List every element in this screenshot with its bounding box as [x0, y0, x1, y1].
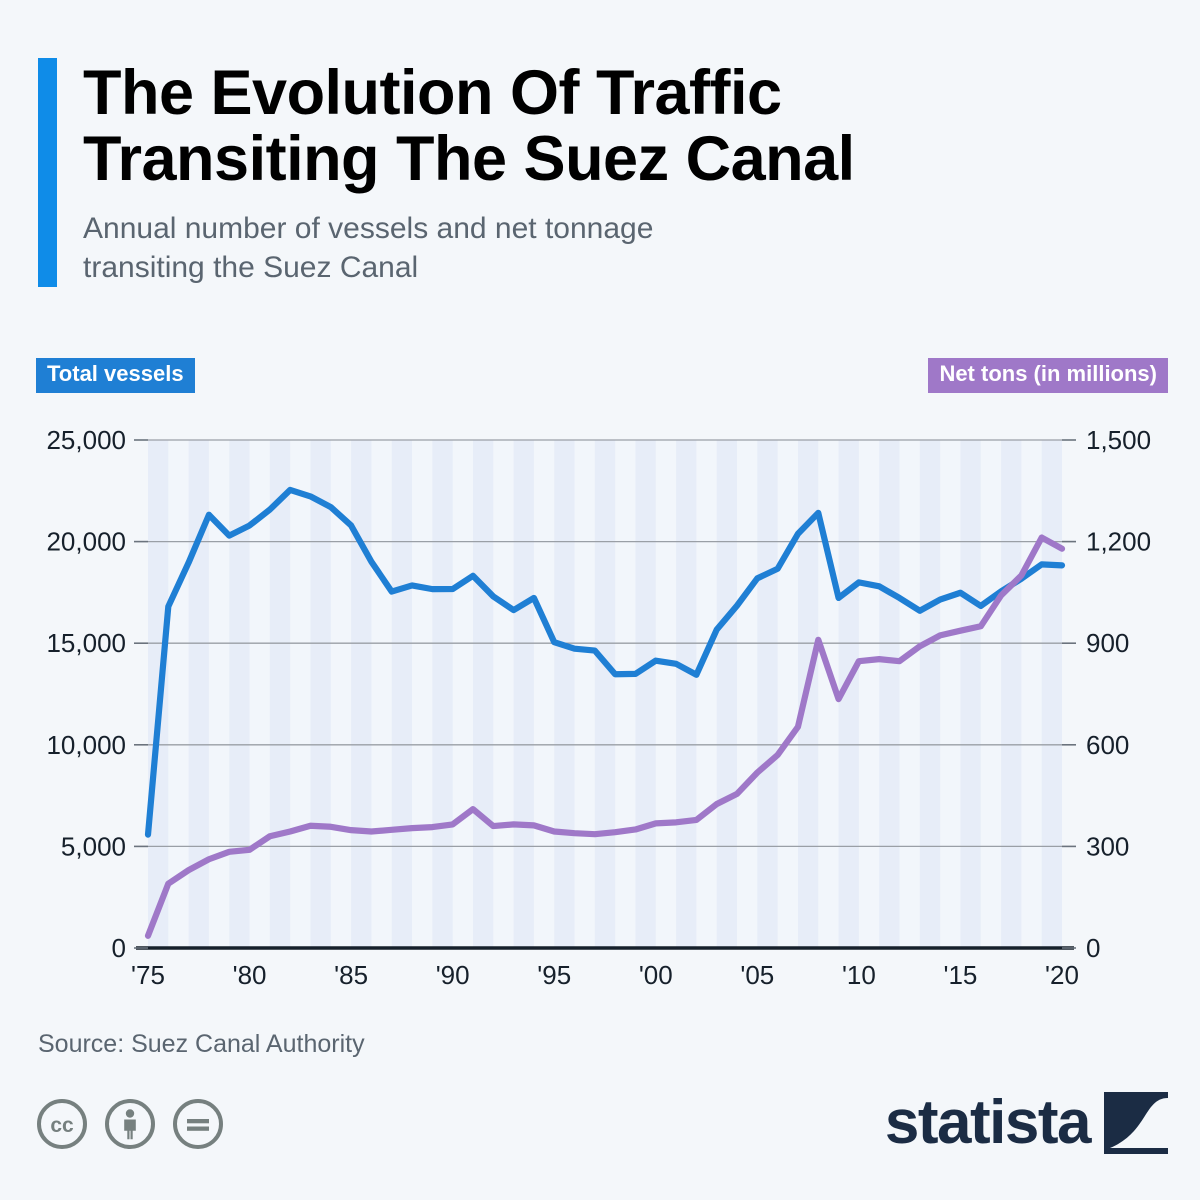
creative-commons-badges: cc [36, 1098, 224, 1150]
legend-item-net-tons: Net tons (in millions) [928, 358, 1168, 393]
cc-icon[interactable]: cc [36, 1098, 88, 1150]
statista-logo: statista [885, 1092, 1168, 1154]
statista-logo-mark [1104, 1092, 1168, 1154]
y-axis-label-left: 25,000 [46, 425, 126, 455]
x-axis-label: '00 [639, 960, 673, 990]
line-chart: 0 5,000 10,000 15,000 20,000 25,000 0 300 600 900… [46, 425, 1151, 990]
chart-area: 0 5,000 10,000 15,000 20,000 25,000 0 300 600 900… [0, 418, 1200, 998]
legend-item-total-vessels: Total vessels [36, 358, 195, 393]
x-axis-label: '85 [334, 960, 368, 990]
series-line-total-vessels [144, 486, 1066, 838]
plot-band [635, 440, 656, 948]
header: The Evolution Of Traffic Transiting The … [38, 58, 1168, 288]
plot-band [513, 440, 534, 948]
plot-band [960, 440, 981, 948]
page-title: The Evolution Of Traffic Transiting The … [83, 58, 855, 195]
source-note: Source: Suez Canal Authority [38, 1030, 365, 1058]
x-axis-label: '80 [233, 960, 267, 990]
accent-bar [38, 58, 57, 288]
cc-nd-icon[interactable] [172, 1098, 224, 1150]
y-axis-label-right: 1,500 [1086, 425, 1151, 455]
plot-band [472, 440, 494, 948]
plot-band [269, 440, 291, 948]
statista-wordmark: statista [884, 1088, 1092, 1157]
plot-band [1001, 440, 1022, 948]
plot-band [310, 440, 331, 948]
y-axis-label-right: 1,200 [1086, 527, 1151, 557]
x-axis-label: '75 [131, 960, 165, 990]
y-axis-label-right: 0 [1086, 933, 1100, 963]
plot-band [1041, 440, 1062, 948]
plot-band [838, 440, 859, 948]
plot-band [351, 440, 372, 948]
series-line-net-tons-in-millions [144, 534, 1066, 939]
y-axis-label-left: 20,000 [46, 527, 126, 557]
plot-band [879, 440, 900, 948]
plot-band [919, 440, 941, 948]
svg-text:cc: cc [50, 1114, 74, 1137]
y-axis-label-left: 0 [112, 933, 126, 963]
plot-band [229, 440, 250, 948]
plot-band [594, 440, 616, 948]
plot-band [757, 440, 778, 948]
x-axis-label: '15 [943, 960, 977, 990]
y-axis-label-left: 5,000 [61, 831, 126, 861]
plot-band [432, 440, 453, 948]
x-axis-label: '10 [842, 960, 876, 990]
y-axis-label-left: 10,000 [46, 730, 126, 760]
x-axis-label: '20 [1045, 960, 1079, 990]
plot-band [676, 440, 697, 948]
plot-band [188, 440, 209, 948]
plot-band [391, 440, 413, 948]
chart-legend: Total vessels Net tons (in millions) [36, 358, 1168, 393]
plot-band [716, 440, 738, 948]
y-axis-label-left: 15,000 [46, 628, 126, 658]
y-axis-label-right: 300 [1086, 831, 1129, 861]
y-axis-label-right: 600 [1086, 730, 1129, 760]
x-axis-label: '05 [740, 960, 774, 990]
plot-band [554, 440, 575, 948]
page-subtitle: Annual number of vessels and net tonnage… [83, 212, 654, 284]
x-axis-label: '95 [537, 960, 571, 990]
header-text: The Evolution Of Traffic Transiting The … [83, 58, 1168, 287]
cc-by-icon[interactable] [104, 1098, 156, 1150]
x-axis-label: '90 [436, 960, 470, 990]
y-axis-label-right: 900 [1086, 628, 1129, 658]
